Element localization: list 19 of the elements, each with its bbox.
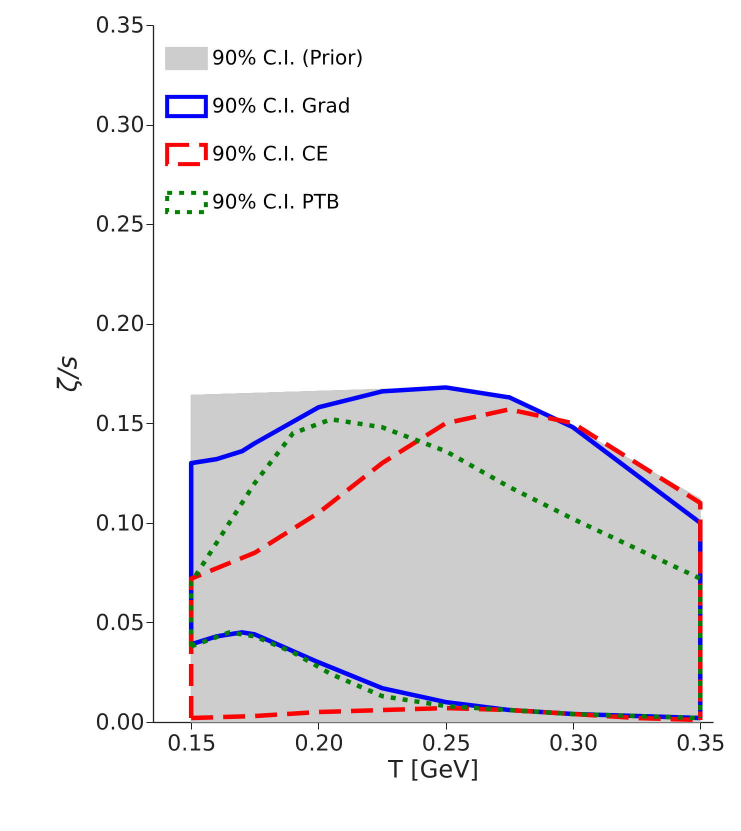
x-tick-label: 0.15	[167, 732, 216, 756]
x-axis-title: T [GeV]	[387, 756, 479, 784]
y-tick-label: 0.05	[96, 610, 144, 636]
legend-label: 90% C.I. PTB	[212, 190, 340, 214]
y-tick-label: 0.10	[96, 511, 144, 536]
y-tick-label: 0.20	[96, 312, 144, 338]
y-tick-label: 0.35	[96, 14, 144, 38]
y-tick-label: 0.30	[96, 113, 144, 138]
legend-label: 90% C.I. (Prior)	[212, 46, 364, 70]
x-tick-label: 0.30	[549, 732, 598, 756]
legend-label: 90% C.I. Grad	[212, 94, 350, 118]
y-axis-title: ζ/s	[54, 356, 84, 394]
y-tick-label: 0.25	[96, 212, 144, 238]
y-tick-label: 0.15	[96, 412, 144, 437]
x-tick-label: 0.20	[294, 732, 344, 756]
legend-label: 90% C.I. CE	[212, 142, 328, 166]
x-tick-label: 0.35	[676, 732, 726, 756]
x-tick-label: 0.25	[422, 732, 471, 756]
y-tick-label: 0.00	[96, 710, 144, 736]
